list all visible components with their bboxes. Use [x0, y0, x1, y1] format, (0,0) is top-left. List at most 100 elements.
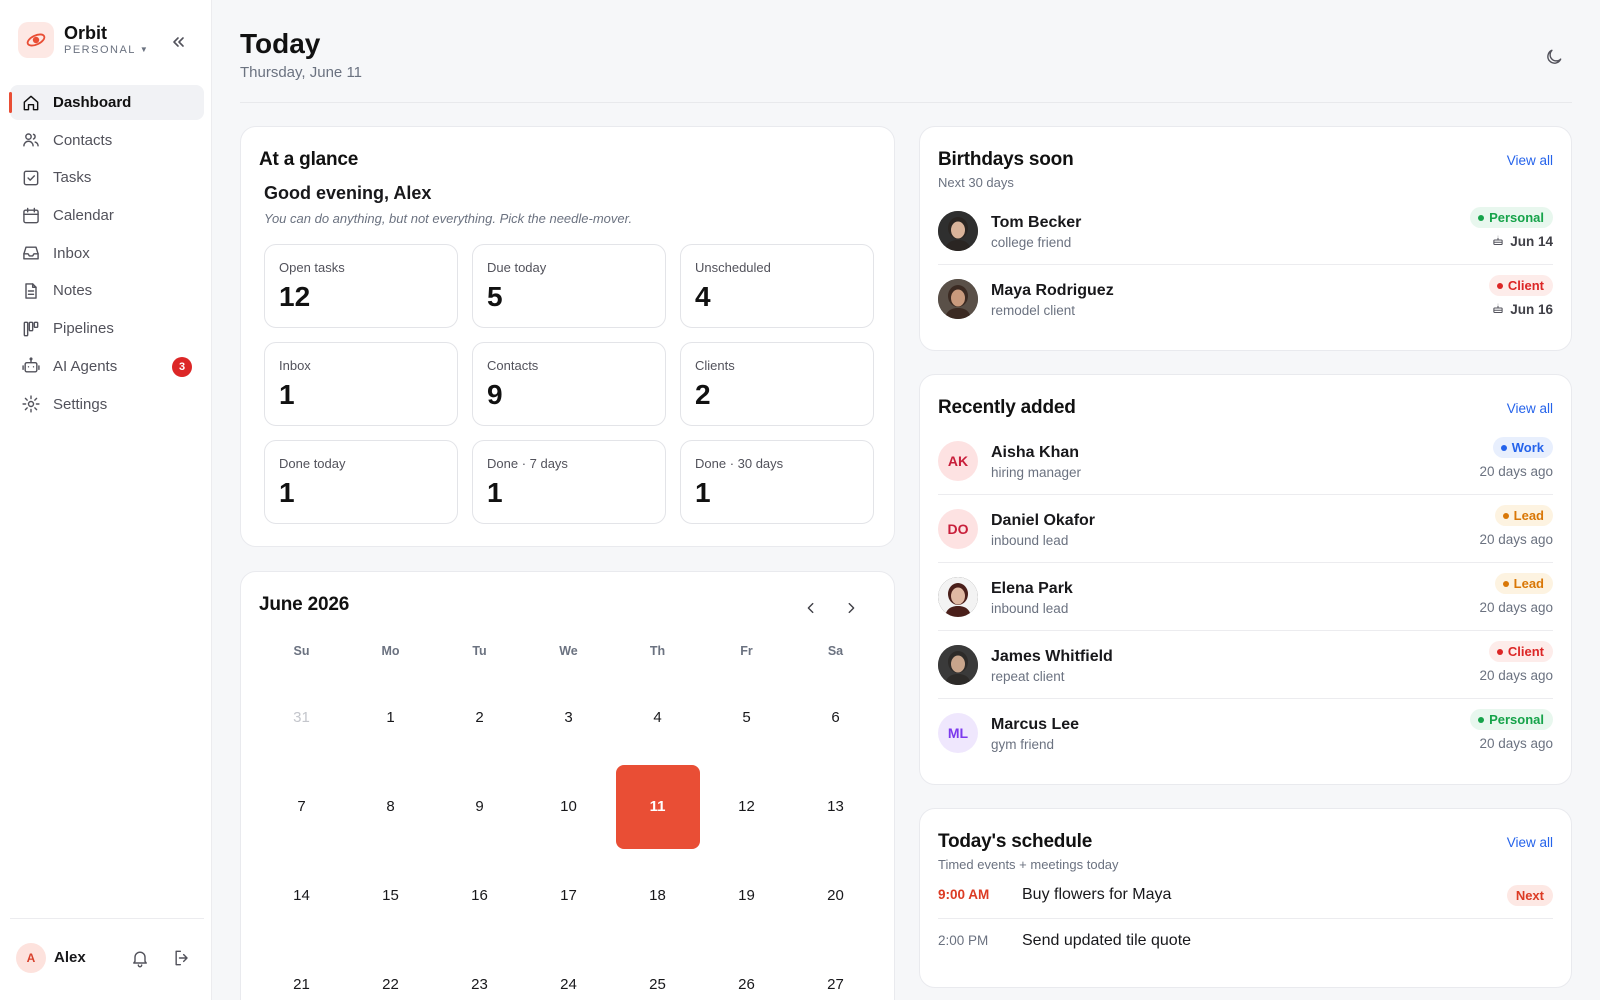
- calendar-day[interactable]: 6: [791, 673, 880, 762]
- birthday-date: Jun 14: [1492, 234, 1553, 249]
- calendar-day[interactable]: 15: [346, 851, 435, 940]
- sidebar-item-calendar[interactable]: Calendar: [10, 198, 204, 233]
- calendar-day[interactable]: 18: [613, 851, 702, 940]
- stat-card[interactable]: Inbox 1: [264, 342, 458, 426]
- calendar-day[interactable]: 19: [702, 851, 791, 940]
- sidebar-item-pipelines[interactable]: Pipelines: [10, 311, 204, 346]
- contact-row[interactable]: Maya Rodriguez remodel client Client Jun 16: [938, 265, 1553, 333]
- workspace-switcher[interactable]: Orbit PERSONAL ▼: [18, 22, 149, 58]
- schedule-row[interactable]: 2:00 PM Send updated tile quote: [938, 919, 1553, 965]
- calendar-day[interactable]: 3: [524, 673, 613, 762]
- calendar-day[interactable]: 14: [257, 851, 346, 940]
- contact-name[interactable]: Daniel Okafor: [991, 512, 1096, 529]
- contact-note: hiring manager: [991, 465, 1082, 480]
- calendar-day[interactable]: 7: [257, 762, 346, 851]
- contact-note: college friend: [991, 235, 1072, 250]
- contact-name[interactable]: James Whitfield: [991, 648, 1113, 665]
- contact-name[interactable]: Aisha Khan: [991, 444, 1080, 461]
- calendar-day-today[interactable]: 11: [613, 762, 702, 851]
- calendar-day[interactable]: 22: [346, 940, 435, 1000]
- calendar-day[interactable]: 20: [791, 851, 880, 940]
- calendar-icon: [20, 205, 42, 227]
- sidebar-item-ai-agents[interactable]: AI Agents 3: [10, 349, 204, 384]
- event-title[interactable]: Send updated tile quote: [1022, 932, 1192, 949]
- view-all-birthdays-link[interactable]: View all: [1506, 153, 1553, 168]
- calendar-day[interactable]: 9: [435, 762, 524, 851]
- logout-icon[interactable]: [170, 946, 194, 970]
- calendar-day[interactable]: 13: [791, 762, 880, 851]
- calendar-day[interactable]: 25: [613, 940, 702, 1000]
- stat-card[interactable]: Done today 1: [264, 440, 458, 524]
- stat-label: Unscheduled: [695, 260, 771, 275]
- stat-value: 1: [487, 477, 503, 508]
- contact-row[interactable]: AK Aisha Khan hiring manager Work 20 days ag…: [938, 427, 1553, 495]
- chevron-right-icon[interactable]: [841, 598, 861, 618]
- contact-name[interactable]: Elena Park: [991, 580, 1073, 597]
- calendar-day[interactable]: 31: [257, 673, 346, 762]
- contact-row[interactable]: Tom Becker college friend Personal Jun 14: [938, 197, 1553, 265]
- calendar-day[interactable]: 17: [524, 851, 613, 940]
- sidebar-item-contacts[interactable]: Contacts: [10, 123, 204, 158]
- user-avatar[interactable]: A: [16, 943, 46, 973]
- contact-row[interactable]: Elena Park inbound lead Lead 20 days ago: [938, 563, 1553, 631]
- stat-card[interactable]: Unscheduled 4: [680, 244, 874, 328]
- calendar-day[interactable]: 23: [435, 940, 524, 1000]
- sidebar-nav: Dashboard Contacts Tasks Calendar Inbox Notes…: [9, 85, 204, 424]
- calendar-month: June 2026: [259, 594, 350, 615]
- bell-icon[interactable]: [128, 946, 152, 970]
- sidebar-item-label: Notes: [53, 282, 93, 300]
- category-tag: Client: [1488, 275, 1553, 296]
- user-name[interactable]: Alex: [54, 949, 86, 966]
- calendar-day[interactable]: 1: [346, 673, 435, 762]
- cake-icon: [1492, 302, 1504, 317]
- collapse-sidebar-icon[interactable]: [166, 30, 190, 54]
- contact-row[interactable]: ML Marcus Lee gym friend Personal 20 days ag…: [938, 699, 1553, 767]
- calendar-day[interactable]: 2: [435, 673, 524, 762]
- stat-card[interactable]: Open tasks 12: [264, 244, 458, 328]
- stat-card[interactable]: Clients 2: [680, 342, 874, 426]
- tag-label: Client: [1507, 278, 1544, 293]
- chevron-left-icon[interactable]: [801, 598, 821, 618]
- contact-name[interactable]: Marcus Lee: [991, 716, 1080, 733]
- contact-name[interactable]: Tom Becker: [991, 214, 1082, 231]
- day-number: 9: [475, 798, 484, 815]
- contact-row[interactable]: James Whitfield repeat client Client 20 day…: [938, 631, 1553, 699]
- weekday-label: We: [559, 644, 578, 658]
- moon-icon[interactable]: [1541, 44, 1567, 70]
- calendar-day[interactable]: 27: [791, 940, 880, 1000]
- calendar-day[interactable]: 5: [702, 673, 791, 762]
- calendar-day[interactable]: 12: [702, 762, 791, 851]
- calendar-card: June 2026 Su Mo Tu We Th Fr Sa 31 1 2 3 4 5 6 7 8 9 10 11…: [240, 571, 895, 1000]
- calendar-day[interactable]: 10: [524, 762, 613, 851]
- event-title[interactable]: Buy flowers for Maya: [1022, 886, 1172, 903]
- stat-card[interactable]: Due today 5: [472, 244, 666, 328]
- day-number: 11: [615, 764, 700, 849]
- day-number: 13: [827, 798, 844, 815]
- cake-icon: [1492, 234, 1504, 249]
- calendar-day[interactable]: 26: [702, 940, 791, 1000]
- sidebar-item-tasks[interactable]: Tasks: [10, 160, 204, 195]
- calendar-day[interactable]: 4: [613, 673, 702, 762]
- avatar-initials: DO: [938, 509, 978, 549]
- sidebar-item-dashboard[interactable]: Dashboard: [9, 85, 204, 120]
- day-number: 21: [293, 976, 310, 993]
- calendar-day[interactable]: 8: [346, 762, 435, 851]
- sidebar-item-notes[interactable]: Notes: [10, 273, 204, 308]
- schedule-row[interactable]: 9:00 AM Buy flowers for Maya Next: [938, 873, 1553, 919]
- stat-card[interactable]: Done · 7 days 1: [472, 440, 666, 524]
- contact-name[interactable]: Maya Rodriguez: [991, 282, 1114, 299]
- sidebar-item-settings[interactable]: Settings: [10, 387, 204, 422]
- brand-name: Orbit: [64, 23, 107, 43]
- stat-card[interactable]: Contacts 9: [472, 342, 666, 426]
- calendar-day[interactable]: 16: [435, 851, 524, 940]
- stat-card[interactable]: Done · 30 days 1: [680, 440, 874, 524]
- view-all-recent-link[interactable]: View all: [1506, 401, 1553, 416]
- calendar-day[interactable]: 24: [524, 940, 613, 1000]
- contact-row[interactable]: DO Daniel Okafor inbound lead Lead 20 days a…: [938, 495, 1553, 563]
- day-number: 23: [471, 976, 488, 993]
- sidebar-item-inbox[interactable]: Inbox: [10, 236, 204, 271]
- check-square-icon: [20, 167, 42, 189]
- day-number: 27: [827, 976, 844, 993]
- calendar-day[interactable]: 21: [257, 940, 346, 1000]
- view-all-schedule-link[interactable]: View all: [1506, 835, 1553, 850]
